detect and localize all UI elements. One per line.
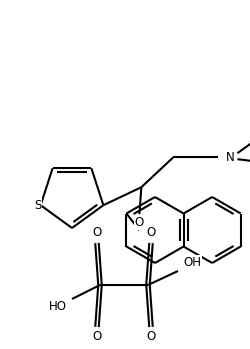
Text: O: O — [146, 227, 156, 239]
Text: OH: OH — [183, 257, 201, 269]
Text: O: O — [92, 331, 102, 343]
Text: O: O — [146, 331, 156, 343]
Text: S: S — [34, 199, 41, 212]
Text: N: N — [226, 151, 235, 164]
Text: O: O — [92, 227, 102, 239]
Text: O: O — [135, 216, 144, 229]
Text: HO: HO — [49, 300, 67, 313]
